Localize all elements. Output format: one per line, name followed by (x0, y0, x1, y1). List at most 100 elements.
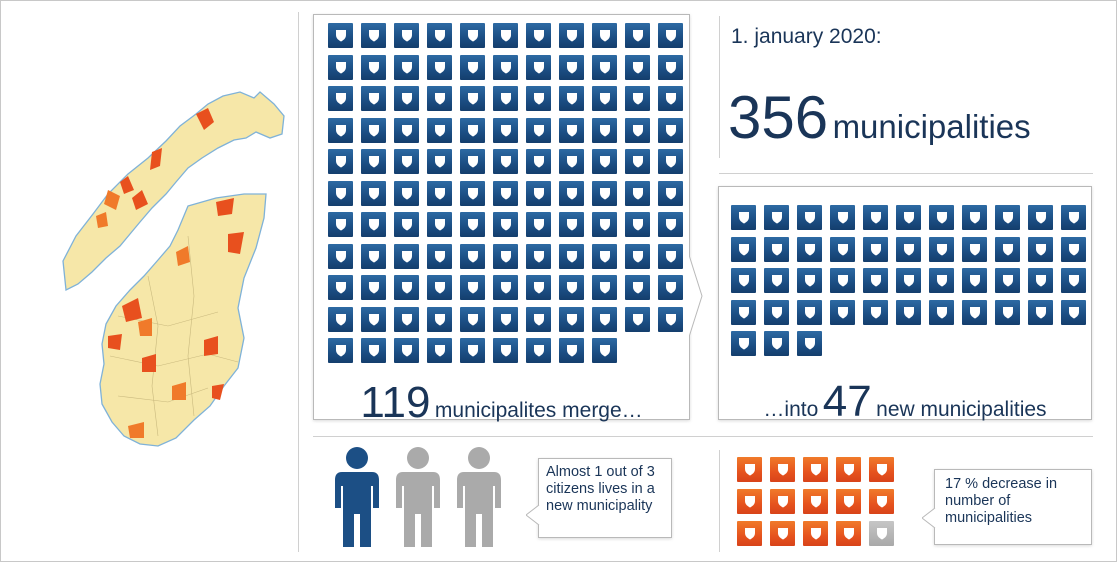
municipality-tile (896, 299, 921, 325)
municipality-tile (526, 86, 551, 111)
shield-icon (368, 313, 380, 326)
shield-icon (870, 274, 882, 287)
municipality-tile (559, 275, 584, 300)
person-icon (395, 446, 441, 553)
shield-icon (401, 187, 413, 200)
divider-bottom-mid (719, 450, 720, 552)
municipality-tile (427, 338, 452, 363)
shield-icon (434, 250, 446, 263)
municipality-tile (460, 243, 485, 269)
shield-icon (969, 306, 981, 319)
municipality-tile (427, 243, 452, 269)
shield-icon (665, 281, 677, 294)
shield-icon (368, 281, 380, 294)
shield-icon (533, 344, 545, 357)
municipality-tile (427, 54, 452, 80)
municipality-tile (625, 275, 650, 300)
shield-icon (467, 155, 479, 168)
shield-icon (500, 313, 512, 326)
municipality-tile (493, 212, 518, 237)
shield-icon (434, 281, 446, 294)
municipality-tile (526, 338, 551, 363)
municipality-tile (929, 205, 954, 230)
municipality-tile (493, 180, 518, 206)
municipality-tile (869, 521, 894, 546)
shield-icon (533, 124, 545, 137)
shield-icon (804, 243, 816, 256)
municipality-tile (830, 236, 855, 262)
municipality-tile (493, 54, 518, 80)
shield-icon (467, 281, 479, 294)
municipality-tile (394, 275, 419, 300)
municipality-tile (493, 149, 518, 174)
shield-icon (599, 124, 611, 137)
municipality-tile (559, 180, 584, 206)
shield-icon (599, 92, 611, 105)
shield-icon (401, 92, 413, 105)
shield-icon (500, 281, 512, 294)
municipality-tile (869, 489, 894, 514)
shield-icon (936, 306, 948, 319)
shield-icon (533, 313, 545, 326)
municipality-tile (658, 149, 683, 174)
municipality-tile (526, 180, 551, 206)
municipality-tile (526, 149, 551, 174)
shield-icon (401, 281, 413, 294)
shield-icon (843, 495, 855, 508)
municipality-tile (625, 117, 650, 143)
arrow-pointer (689, 255, 703, 337)
municipality-tile (1028, 268, 1053, 293)
shield-icon (368, 218, 380, 231)
shield-icon (368, 155, 380, 168)
shield-icon (500, 61, 512, 74)
municipality-tile (361, 338, 386, 363)
municipality-tile (493, 23, 518, 48)
municipality-tile (962, 205, 987, 230)
shield-icon (876, 527, 888, 540)
municipality-tile (1061, 268, 1086, 293)
municipality-tile (394, 306, 419, 332)
municipality-tile (460, 306, 485, 332)
shield-icon (903, 274, 915, 287)
shield-icon (903, 211, 915, 224)
municipality-tile (797, 236, 822, 262)
shield-icon (744, 527, 756, 540)
shield-icon (632, 124, 644, 137)
municipality-tile (658, 54, 683, 80)
municipality-tile (526, 275, 551, 300)
municipality-tile (460, 54, 485, 80)
municipality-tile (863, 268, 888, 293)
shield-icon (665, 124, 677, 137)
shield-icon (804, 306, 816, 319)
municipality-tile (361, 243, 386, 269)
municipality-tile (836, 521, 861, 546)
shield-icon (665, 187, 677, 200)
shield-icon (401, 61, 413, 74)
municipality-tile (830, 299, 855, 325)
shield-icon (368, 92, 380, 105)
decrease-callout-pointer (922, 508, 936, 528)
shield-icon (936, 211, 948, 224)
municipality-tile (625, 86, 650, 111)
shield-icon (368, 250, 380, 263)
divider-bottom (313, 436, 1093, 437)
municipality-tile (836, 457, 861, 482)
municipality-tile (394, 86, 419, 111)
shield-icon (632, 92, 644, 105)
municipality-tile (460, 338, 485, 363)
municipality-tile (625, 306, 650, 332)
shield-icon (969, 211, 981, 224)
municipality-tile (460, 117, 485, 143)
municipality-tile (328, 149, 353, 174)
shield-icon (969, 243, 981, 256)
shield-icon (632, 61, 644, 74)
shield-icon (665, 250, 677, 263)
municipality-tile (592, 275, 617, 300)
municipality-tile (526, 23, 551, 48)
municipality-tile (592, 149, 617, 174)
municipality-tile (658, 306, 683, 332)
person-icon (456, 446, 502, 553)
shield-icon (599, 218, 611, 231)
shield-icon (467, 218, 479, 231)
municipality-tile (361, 149, 386, 174)
